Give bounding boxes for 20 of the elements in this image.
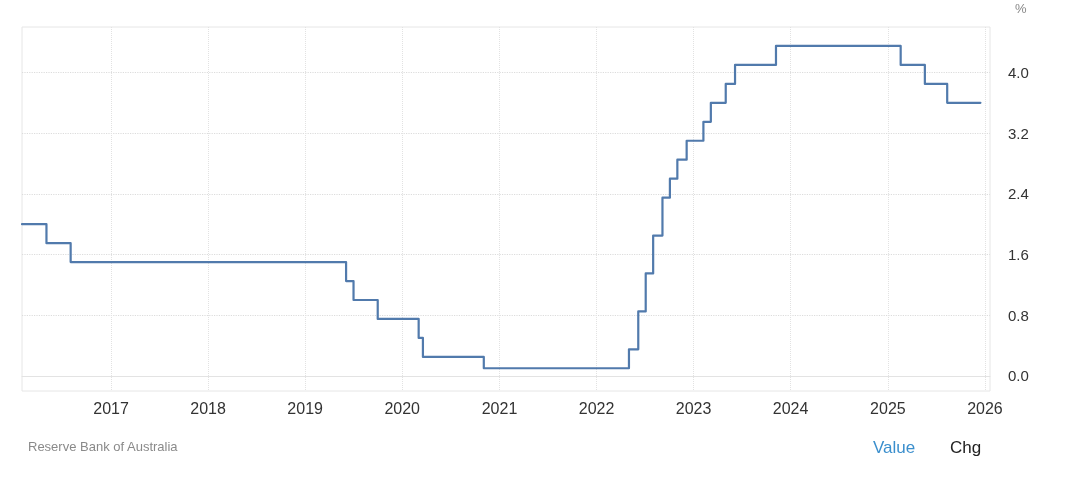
x-tick-label: 2025 (870, 399, 906, 417)
y-tick-label: 0.0 (1008, 367, 1029, 385)
x-tick-label: 2017 (93, 399, 129, 417)
text: Reserve Bank of Australia (28, 439, 178, 454)
y-tick-label: 1.6 (1008, 246, 1029, 263)
x-tick-label: 2022 (578, 399, 615, 417)
x-tick-label: 2019 (287, 399, 324, 417)
x-tick-label: 2020 (384, 399, 421, 417)
y-axis-title: % (1015, 1, 1027, 16)
text: Chg (950, 438, 982, 457)
y-tick-label: 3.2 (1008, 124, 1029, 142)
x-tick-label: 2021 (481, 399, 518, 417)
y-tick-label: 2.4 (1008, 185, 1029, 203)
x-tick-label: 2023 (675, 399, 712, 417)
y-tick-label: 0.8 (1008, 306, 1029, 324)
x-tick-label: 2026 (967, 399, 1003, 417)
x-tick-label: 2024 (772, 399, 809, 417)
x-tick-label: 2018 (190, 399, 226, 417)
y-tick-label: 4.0 (1008, 64, 1029, 81)
text: Value (873, 438, 916, 457)
